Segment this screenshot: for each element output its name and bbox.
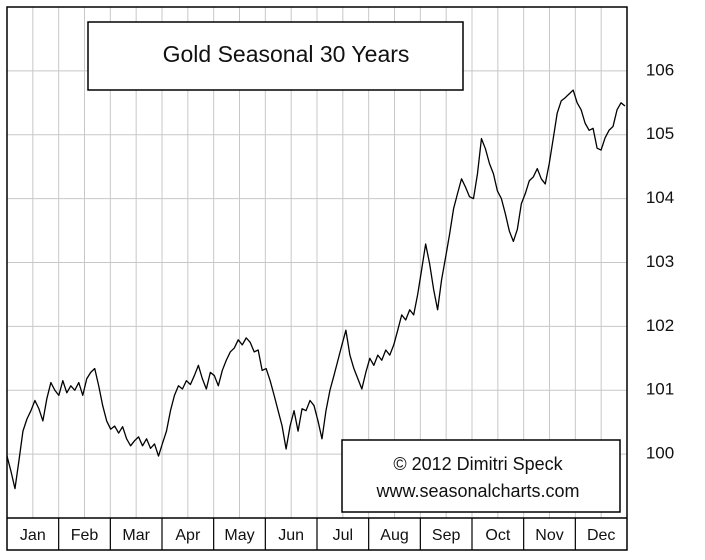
y-tick-label: 101	[646, 380, 674, 399]
x-tick-label: Oct	[485, 527, 510, 544]
x-tick-label: Jun	[278, 527, 304, 544]
y-tick-label: 103	[646, 252, 674, 271]
y-tick-label: 105	[646, 124, 674, 143]
x-tick-label: May	[224, 527, 254, 544]
title-box	[87, 21, 464, 91]
y-tick-label: 104	[646, 188, 674, 207]
y-tick-label: 106	[646, 60, 674, 79]
chart-title: Gold Seasonal 30 Years	[163, 41, 410, 67]
x-tick-label: Dec	[587, 527, 615, 544]
y-tick-label: 100	[646, 444, 674, 463]
credit-box	[341, 439, 621, 513]
x-tick-label: Jul	[333, 527, 353, 544]
x-tick-label: Feb	[71, 527, 99, 544]
credit: www.seasonalcharts.com	[375, 481, 579, 501]
x-tick-label: Sep	[432, 527, 461, 544]
x-tick-label: Nov	[535, 527, 563, 544]
x-tick-label: Aug	[380, 527, 408, 544]
y-tick-label: 102	[646, 316, 674, 335]
x-tick-label: Jan	[20, 527, 46, 544]
credit: © 2012 Dimitri Speck	[393, 454, 563, 474]
x-tick-label: Apr	[175, 527, 201, 544]
data-line	[6, 89, 626, 490]
x-tick-label: Mar	[122, 527, 150, 544]
